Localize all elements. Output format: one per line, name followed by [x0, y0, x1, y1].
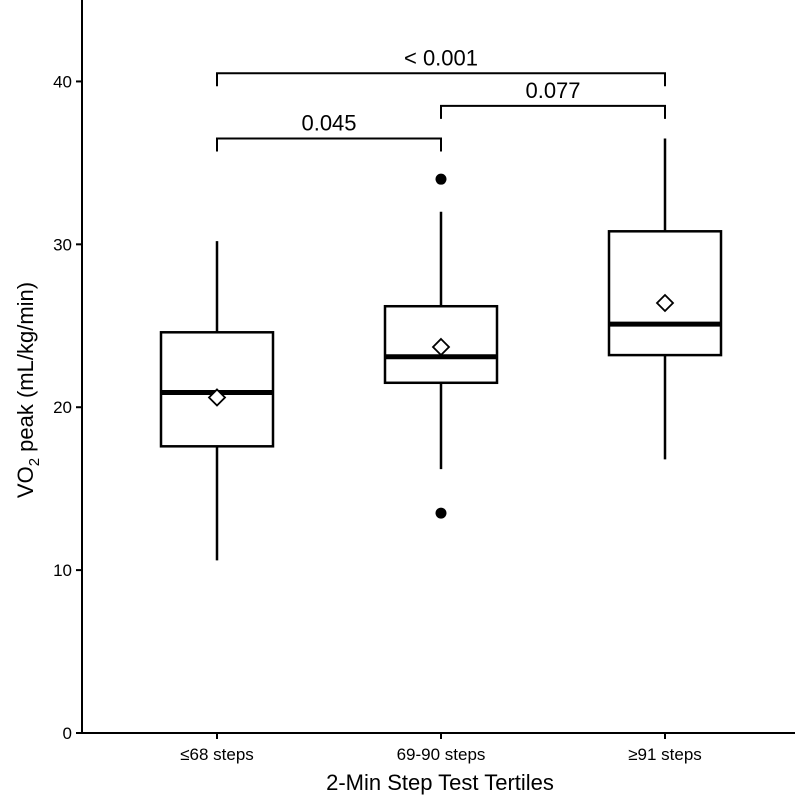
p-value-label: 0.045 [301, 110, 356, 135]
bracket-line [440, 104, 666, 119]
bracket-3: < 0.001 [216, 45, 666, 87]
box-2 [383, 173, 499, 519]
y-axis-title: VO2 peak (mL/kg/min) [13, 282, 43, 498]
outlier-point [435, 173, 447, 185]
box-group [159, 138, 723, 561]
y-axis-title-suffix: peak (mL/kg/min) [13, 282, 38, 458]
box-1 [159, 241, 275, 561]
box-iqr [607, 230, 723, 357]
mean-marker [207, 388, 227, 407]
x-tick-label: ≤68 steps [180, 745, 254, 764]
y-axis-title-prefix: VO [13, 466, 38, 498]
mean-marker [431, 337, 451, 357]
x-tick-label: ≥91 steps [628, 745, 702, 764]
bracket-line [216, 72, 666, 87]
bracket-line [216, 137, 442, 152]
x-tick-label: 69-90 steps [397, 745, 486, 764]
x-axis-title: 2-Min Step Test Tertiles [326, 770, 554, 795]
outlier-point [435, 507, 447, 519]
x-axis: ≤68 steps 69-90 steps ≥91 steps [82, 732, 795, 764]
p-value-label: 0.077 [525, 78, 580, 103]
y-axis: 0 10 20 30 40 [53, 0, 83, 743]
y-tick-label: 0 [63, 724, 72, 743]
y-tick-label: 40 [53, 72, 72, 91]
box-3 [607, 138, 723, 460]
y-tick-label: 10 [53, 561, 72, 580]
y-tick-label: 20 [53, 398, 72, 417]
significance-brackets: 0.045 0.077 < 0.001 [216, 45, 666, 152]
mean-marker [655, 293, 675, 313]
p-value-label: < 0.001 [404, 45, 478, 70]
y-axis-title-subscript: 2 [26, 458, 43, 466]
bracket-2: 0.077 [440, 78, 666, 119]
y-tick-label: 30 [53, 235, 72, 254]
bracket-1: 0.045 [216, 110, 442, 152]
